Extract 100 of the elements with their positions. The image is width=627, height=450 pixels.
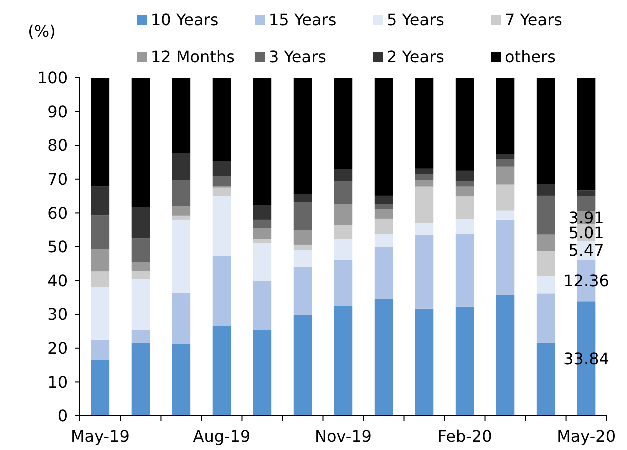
y-tick-label: 20	[48, 339, 68, 358]
bar	[212, 161, 232, 176]
y-tick-label: 80	[48, 136, 68, 156]
bar	[172, 78, 191, 154]
bar	[172, 180, 191, 206]
bar	[294, 266, 312, 316]
bar	[415, 236, 434, 309]
legend-label: 7 Years	[505, 10, 562, 30]
bar	[253, 244, 272, 281]
bar	[132, 238, 150, 262]
bar	[253, 78, 272, 206]
bar	[91, 340, 110, 360]
bar	[374, 209, 394, 219]
legend-label: 3 Years	[269, 48, 326, 67]
bar	[334, 169, 353, 182]
bar	[132, 330, 150, 344]
bar	[334, 260, 353, 306]
bar	[91, 78, 110, 187]
bar	[496, 294, 515, 416]
bar	[132, 271, 150, 280]
bar	[374, 299, 394, 416]
legend-label: 12 Months	[151, 48, 235, 67]
bar	[294, 315, 312, 416]
bar	[212, 176, 232, 186]
y-tick-label: 50	[48, 238, 68, 257]
bar	[536, 251, 556, 276]
data-label: 5.47	[568, 241, 604, 260]
legend-label: others	[505, 48, 556, 67]
bar	[294, 78, 312, 194]
x-tick-label: Nov-19	[315, 427, 372, 446]
bar	[577, 190, 596, 196]
bar	[253, 228, 272, 240]
bar	[253, 220, 272, 228]
bar	[334, 78, 353, 170]
bar	[172, 153, 191, 180]
bar	[456, 78, 474, 171]
bar	[496, 154, 515, 160]
bar	[294, 250, 312, 267]
bar	[415, 174, 434, 180]
bar	[536, 294, 556, 343]
bar	[415, 186, 434, 223]
bar	[536, 78, 556, 184]
bar	[374, 234, 394, 247]
y-tick-label: 30	[48, 305, 68, 324]
bar	[212, 188, 232, 196]
bar	[496, 78, 515, 154]
bar	[415, 168, 434, 174]
bar	[496, 210, 515, 220]
legend-label: 15 Years	[269, 10, 337, 30]
bar	[536, 184, 556, 196]
y-tick-label: 0	[58, 406, 68, 426]
bar	[132, 279, 150, 330]
bar	[212, 256, 232, 326]
bar	[294, 202, 312, 230]
bar	[415, 78, 434, 169]
bar	[172, 293, 191, 344]
bar	[212, 78, 232, 162]
bar	[91, 272, 110, 288]
y-tick-label: 60	[48, 204, 68, 223]
bar	[496, 166, 515, 185]
bar	[253, 280, 272, 330]
bar	[415, 223, 434, 236]
bar	[172, 206, 191, 216]
bar	[496, 184, 515, 211]
bar	[456, 181, 474, 187]
legend-label: 5 Years	[387, 10, 444, 30]
bar	[91, 360, 110, 416]
bar	[536, 342, 556, 416]
bar	[212, 196, 232, 256]
y-tick-label: 10	[48, 372, 68, 392]
legend-label: 10 Years	[151, 10, 219, 30]
bar	[456, 306, 474, 416]
bar	[91, 288, 110, 340]
bar	[334, 306, 353, 416]
bar	[132, 78, 150, 208]
bar	[172, 344, 191, 416]
bar	[91, 249, 110, 272]
x-tick-label: May-19	[70, 427, 130, 446]
bar	[415, 180, 434, 187]
y-tick-label: 70	[48, 170, 68, 189]
bar	[334, 225, 353, 240]
bar	[415, 308, 434, 416]
bar	[374, 247, 394, 300]
y-axis-title: (%)	[28, 22, 56, 41]
bar	[132, 343, 150, 416]
bar	[91, 186, 110, 216]
bar	[294, 194, 312, 202]
data-label: 12.36	[564, 271, 610, 290]
legend-label: 2 Years	[387, 48, 444, 67]
y-tick-label: 100	[37, 68, 68, 88]
y-tick-label: 40	[48, 271, 68, 290]
bar	[374, 218, 394, 234]
bar	[294, 230, 312, 245]
bar	[456, 234, 474, 307]
bar	[334, 181, 353, 204]
bar	[496, 159, 515, 167]
bar	[132, 207, 150, 239]
bar	[212, 326, 232, 416]
bar	[536, 234, 556, 252]
bar	[294, 244, 312, 250]
